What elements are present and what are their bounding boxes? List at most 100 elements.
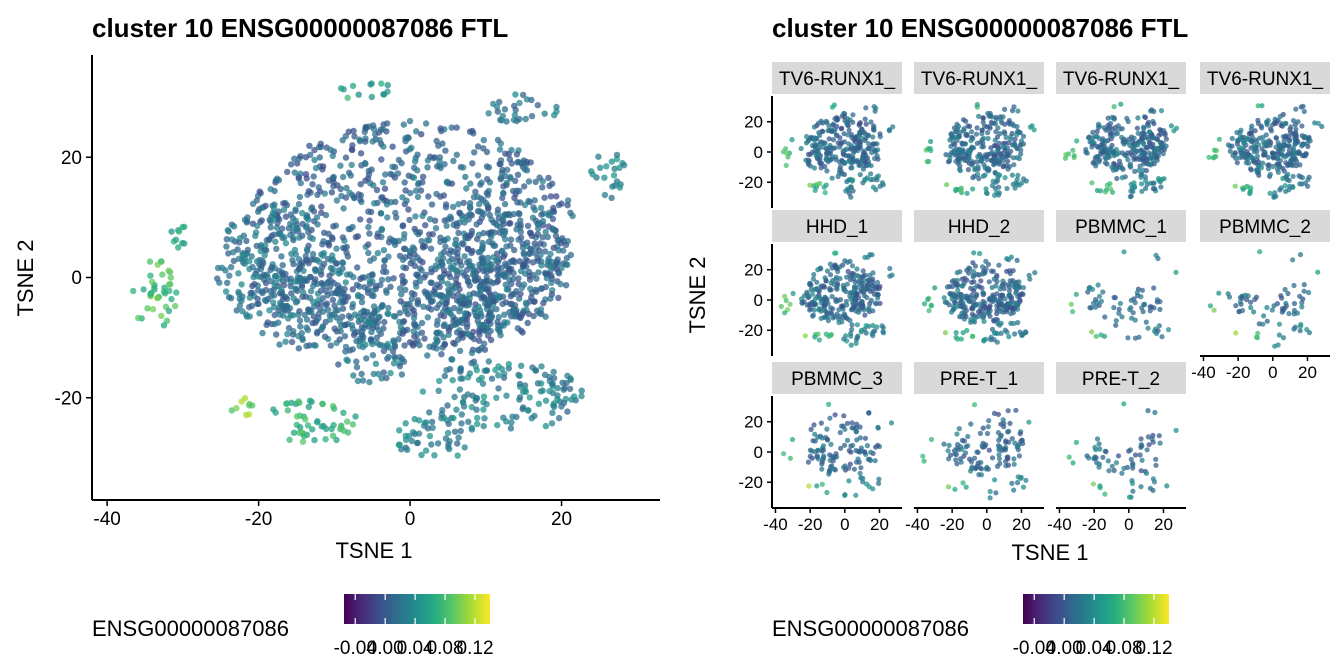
scatter-point [511,102,518,110]
scatter-point [397,324,404,331]
scatter-point [1127,163,1133,169]
scatter-point [316,154,323,161]
scatter-point [921,301,928,307]
scatter-point [288,290,295,297]
scatter-point [814,483,820,489]
scatter-point [488,306,495,314]
scatter-point [832,412,838,418]
scatter-point [1001,303,1007,309]
scatter-point [327,146,334,153]
scatter-point [406,252,413,260]
scatter-point [1290,257,1296,263]
scatter-point [828,441,834,447]
scatter-point [988,119,994,126]
scatter-point [419,388,427,395]
scatter-point [325,278,332,286]
scatter-point [309,250,317,258]
scatter-point [1107,181,1113,187]
scatter-point [875,156,881,162]
scatter-point [1225,142,1231,148]
scatter-point [872,458,878,464]
scatter-point [842,492,848,498]
scatter-point [396,354,404,361]
scatter-point [996,456,1003,462]
facet-strip-label: TV6-RUNX1_ [1063,69,1180,90]
scatter-point [849,263,856,269]
scatter-point [471,149,478,156]
scatter-point [550,204,557,212]
scatter-point [420,303,427,310]
scatter-point [1280,142,1287,148]
scatter-point [838,126,844,132]
scatter-point [851,137,857,143]
scatter-point [970,175,976,181]
scatter-point [480,422,487,430]
scatter-point [1300,103,1306,109]
scatter-point [509,413,516,420]
scatter-point [1002,106,1008,112]
scatter-point [494,421,501,429]
scatter-point [547,295,554,302]
facet-strip [914,362,1044,394]
scatter-point [994,339,1000,345]
scatter-point [928,436,935,443]
scatter-point [402,187,409,194]
scatter-point [811,422,817,428]
scatter-point [292,217,299,224]
scatter-point [833,296,839,302]
facet-strip [1056,210,1186,242]
scatter-point [474,290,481,298]
x-tick-label: -20 [940,515,965,534]
scatter-point [545,255,552,262]
scatter-point [528,294,535,301]
scatter-point [853,447,859,454]
scatter-point [342,298,349,305]
scatter-point [1238,149,1244,156]
scatter-point [979,127,985,133]
scatter-point [1130,189,1136,195]
scatter-point [1126,494,1133,500]
scatter-point [489,240,496,247]
scatter-point [399,256,407,263]
scatter-point [407,189,414,197]
scatter-point [984,190,990,197]
scatter-point [367,81,374,88]
scatter-point [840,159,846,166]
scatter-point [239,251,246,259]
scatter-point [446,445,453,453]
scatter-point [1151,285,1157,291]
scatter-point [303,212,311,219]
scatter-point [399,194,406,201]
scatter-point [1129,315,1135,321]
scatter-point [1001,157,1007,163]
right-chart: cluster 10 ENSG00000087086 FTL TV6-RUNX1… [685,13,1330,565]
scatter-point [391,343,399,351]
scatter-point [1090,481,1096,487]
legend-tick-label: 0.12 [457,638,494,659]
scatter-point [986,279,992,285]
scatter-point [438,410,445,418]
y-tick-label: -20 [738,173,763,192]
scatter-point [877,300,883,306]
scatter-point [1153,252,1159,258]
scatter-point [1272,116,1278,122]
scatter-point [874,279,881,286]
scatter-point [502,299,510,306]
scatter-point [555,247,562,254]
scatter-point [844,259,851,265]
scatter-point [783,297,789,304]
scatter-point [318,209,325,217]
scatter-point [309,319,316,327]
scatter-point [175,244,182,251]
scatter-point [1009,305,1015,311]
scatter-point [1301,288,1307,294]
scatter-point [1006,268,1013,274]
scatter-point [426,153,434,160]
scatter-point [335,286,342,293]
scatter-point [829,293,835,300]
scatter-point [303,316,311,323]
scatter-point [519,309,527,317]
scatter-point [1273,144,1279,150]
scatter-point [1302,133,1308,140]
